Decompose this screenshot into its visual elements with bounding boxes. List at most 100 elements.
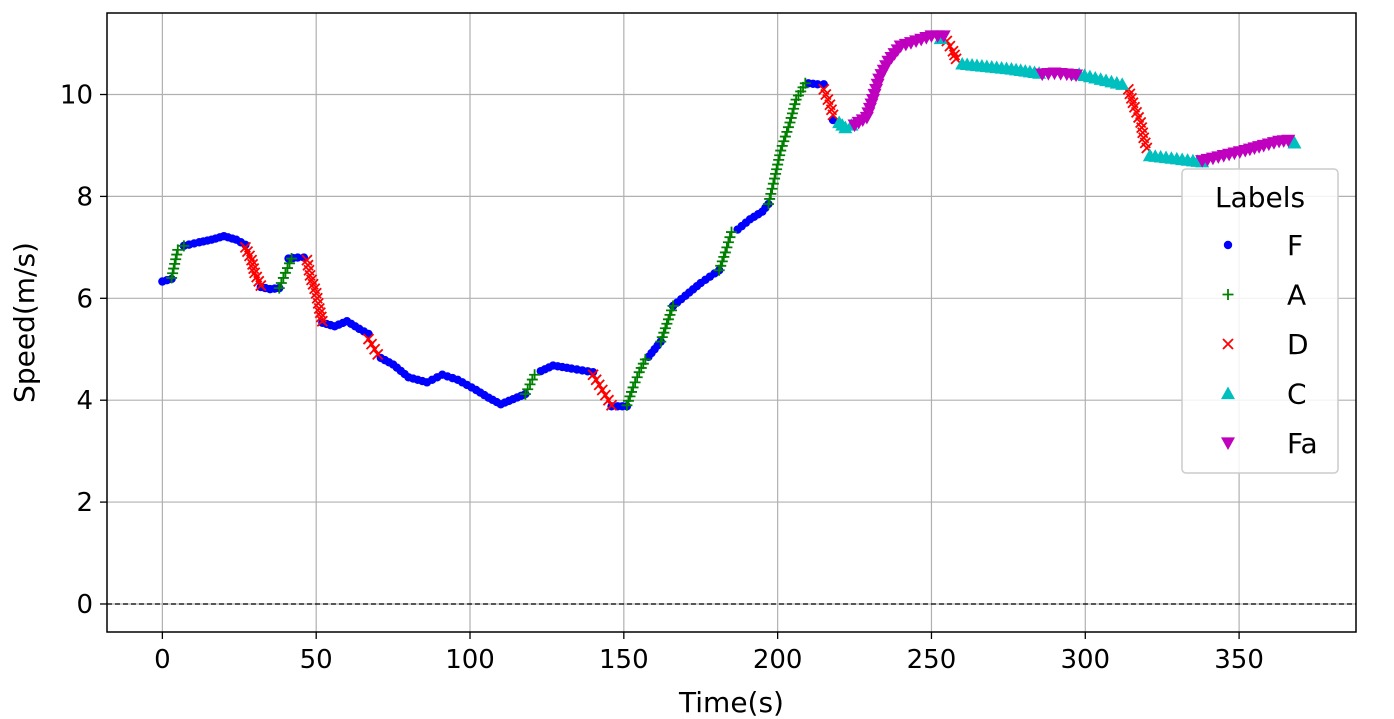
data-point <box>788 103 800 115</box>
legend-label: A <box>1287 279 1306 312</box>
data-point <box>773 154 785 166</box>
y-tick-label: 8 <box>76 182 93 212</box>
legend-label: C <box>1287 378 1307 411</box>
x-tick-label: 300 <box>1060 645 1110 675</box>
data-point <box>947 45 959 57</box>
y-tick-label: 6 <box>76 284 93 314</box>
data-point <box>170 253 182 265</box>
series-fa <box>847 30 1296 168</box>
data-point <box>362 333 375 345</box>
data-point <box>281 262 293 274</box>
data-point <box>784 117 796 129</box>
data-point <box>799 77 811 89</box>
data-point <box>172 244 184 256</box>
data-point <box>369 343 381 355</box>
data-point <box>1287 135 1302 149</box>
data-point <box>785 112 797 124</box>
data-point <box>629 376 641 388</box>
data-point <box>587 369 599 381</box>
data-point <box>774 149 786 161</box>
data-point <box>772 159 784 171</box>
x-tick-label: 0 <box>154 645 171 675</box>
legend-marker <box>1221 437 1235 450</box>
legend-marker <box>1221 386 1235 400</box>
y-axis-ticks: 0 2 4 6 8 10 <box>60 81 107 620</box>
data-point <box>524 378 536 390</box>
legend-title: Labels <box>1215 181 1305 214</box>
data-point <box>948 49 961 61</box>
y-axis-label: Speed(m/s) <box>8 242 41 403</box>
data-point <box>765 188 777 200</box>
data-point <box>590 374 602 386</box>
data-point <box>827 109 839 121</box>
data-point <box>778 135 790 147</box>
legend-box <box>1181 168 1339 474</box>
legend-label: D <box>1287 328 1309 361</box>
data-point <box>529 369 541 381</box>
series-c <box>832 31 1302 168</box>
data-point <box>639 353 651 365</box>
data-point <box>767 178 779 190</box>
y-tick-label: 10 <box>60 81 93 111</box>
data-point <box>602 394 615 406</box>
plot-frame <box>106 12 1357 633</box>
x-tick-label: 350 <box>1214 645 1264 675</box>
data-point <box>776 140 788 152</box>
data-point <box>293 253 302 262</box>
data-point <box>719 246 731 258</box>
data-point <box>248 262 260 275</box>
data-point <box>1069 69 1084 83</box>
data-point <box>275 277 287 289</box>
data-point <box>522 383 534 395</box>
data-point <box>771 163 783 175</box>
data-point <box>593 379 605 391</box>
data-point <box>168 263 180 275</box>
data-point <box>588 367 598 377</box>
data-point <box>255 279 267 292</box>
x-tick-label: 150 <box>599 645 649 675</box>
data-point <box>789 98 801 110</box>
data-point <box>596 384 608 396</box>
data-point <box>1115 77 1130 90</box>
legend-item-fa: Fa <box>1221 427 1318 460</box>
legend-marker <box>1223 240 1233 250</box>
legend-label: Fa <box>1287 427 1318 460</box>
data-point <box>1281 134 1296 148</box>
data-point <box>365 338 378 350</box>
data-point <box>286 253 298 265</box>
data-point <box>781 126 793 138</box>
data-point <box>178 240 190 252</box>
data-point <box>766 183 778 195</box>
data-point <box>667 300 679 312</box>
data-point <box>599 389 612 401</box>
data-point <box>724 231 736 243</box>
y-tick-label: 2 <box>76 488 93 518</box>
data-point <box>167 267 179 279</box>
x-axis-label: Time(s) <box>678 686 784 719</box>
legend-marker <box>1222 338 1234 350</box>
legend-marker <box>1222 289 1234 300</box>
data-point <box>726 226 737 238</box>
series-d <box>239 35 1153 411</box>
series-f <box>158 79 838 411</box>
data-point <box>245 254 258 266</box>
y-tick-label: 4 <box>76 386 93 416</box>
data-point <box>769 173 781 185</box>
data-point <box>775 145 787 157</box>
data-point <box>782 121 794 133</box>
data-point <box>316 315 328 327</box>
x-tick-label: 50 <box>300 645 333 675</box>
data-point <box>786 107 798 119</box>
data-point <box>764 193 776 205</box>
data-point <box>519 388 531 400</box>
x-axis-ticks: 0 50 100 150 200 250 300 350 <box>154 632 1264 675</box>
grid <box>107 13 1356 632</box>
data-point <box>166 272 178 284</box>
legend-item-c: C <box>1221 378 1307 411</box>
data-point <box>277 272 289 284</box>
data-point <box>770 168 782 180</box>
data-point <box>273 282 285 294</box>
